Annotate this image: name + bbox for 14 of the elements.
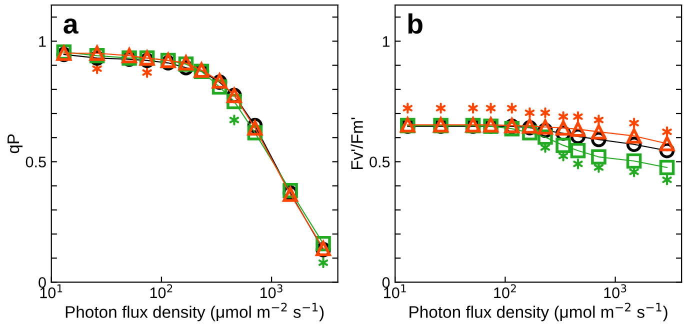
x-tick-label: 10$^{3}$: [260, 284, 282, 298]
y-tick-label: 0.5: [370, 156, 390, 168]
y-axis-title: Fv'/Fm': [350, 118, 363, 170]
y-tick-label: 0.5: [26, 156, 46, 168]
y-axis-title: qP: [8, 134, 22, 154]
x-axis-title: Photon flux density (μmol m$^{−2}$ s$^{−1}$): [66, 302, 324, 322]
x-tick-label: 10$^{3}$: [604, 284, 626, 298]
chart-title: b: [408, 13, 422, 34]
x-tick-label: 10$^{2}$: [150, 284, 172, 298]
x-axis-title: Photon flux density (μmol m$^{−2}$ s$^{−1}$): [410, 302, 668, 322]
y-tick-label: 1: [39, 36, 46, 47]
chart-title: a: [64, 18, 78, 34]
x-tick-label: 10$^{2}$: [494, 284, 516, 298]
y-tick-label: 1: [382, 36, 390, 47]
